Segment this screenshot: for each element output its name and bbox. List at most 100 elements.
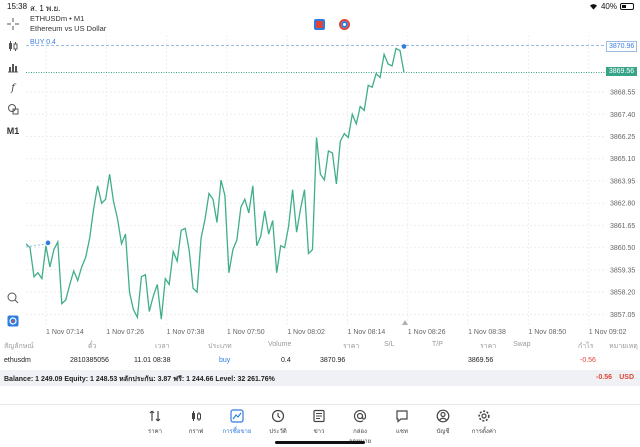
bottom-nav: ราคา กราฟ การซื้อขาย ประวัติ ข่าว กล่องจ… <box>0 404 640 447</box>
y-tick-label: 3865.10 <box>610 156 635 163</box>
one-click-trade-icon[interactable] <box>314 19 325 30</box>
bar-chart-icon[interactable] <box>5 59 21 75</box>
chat-icon <box>396 410 408 423</box>
nav-quotes[interactable]: ราคา <box>137 409 173 436</box>
account-summary-text: Balance: 1 249.09 Equity: 1 248.53 หลักป… <box>4 376 275 383</box>
buy-line-price-tag: 3870.96 <box>606 41 637 52</box>
nav-account-label: บัญชี <box>436 429 450 435</box>
price-chart[interactable]: 3868.55 3867.40 3866.25 3865.10 3863.95 3862.… <box>26 35 640 335</box>
nav-chart[interactable]: กราฟ <box>178 409 214 436</box>
position-type: buy <box>219 357 231 364</box>
time-cursor-marker <box>402 320 408 325</box>
news-icon <box>313 409 325 423</box>
position-symbol: ethusdm <box>4 357 31 364</box>
position-profit: -0.56 <box>580 357 596 364</box>
x-tick-label: 1 Nov 08:38 <box>468 329 506 335</box>
one-click-icon[interactable] <box>5 313 21 329</box>
col-swap: Swap <box>513 341 531 348</box>
status-bar: 15:38 ส. 1 พ.ย. 40% <box>0 0 640 13</box>
nav-news[interactable]: ข่าว <box>301 409 337 436</box>
trade-icon <box>230 409 244 423</box>
col-profit: กำไร <box>578 343 594 350</box>
chart-icon <box>192 411 201 421</box>
col-type: ประเภท <box>208 343 232 350</box>
shapes-icon[interactable] <box>5 101 21 117</box>
nav-news-label: ข่าว <box>313 429 325 435</box>
battery-percent: 40% <box>600 2 617 11</box>
y-tick-label: 3859.35 <box>610 267 635 274</box>
x-tick-label: 1 Nov 07:14 <box>46 329 84 335</box>
nav-quotes-label: ราคา <box>148 429 162 435</box>
home-indicator <box>275 441 365 444</box>
timeframe-button[interactable]: M1 <box>6 126 20 136</box>
entry-marker-left <box>45 240 51 246</box>
chart-quick-buttons <box>314 19 350 30</box>
nav-trade[interactable]: การซื้อขาย <box>219 409 255 436</box>
battery-icon <box>620 3 634 10</box>
position-current-price: 3869.56 <box>468 357 494 364</box>
nav-history[interactable]: ประวัติ <box>260 409 296 436</box>
col-ticket: ตั๋ว <box>88 343 97 350</box>
col-tp: T/P <box>432 341 443 348</box>
x-tick-label: 1 Nov 08:26 <box>408 329 446 335</box>
account-summary-bar: Balance: 1 249.09 Equity: 1 248.53 หลักป… <box>0 370 640 386</box>
position-volume: 0.4 <box>281 357 291 364</box>
x-tick-label: 1 Nov 09:02 <box>589 329 627 335</box>
candlestick-icon[interactable] <box>5 38 21 54</box>
symbol-label: ETHUSDm • M1 <box>30 14 85 23</box>
position-ticket: 2810385056 <box>70 357 109 364</box>
bid-price-tag: 3869.56 <box>606 67 637 76</box>
y-tick-label: 3861.65 <box>610 223 635 230</box>
nav-settings-label: การตั้งค่า <box>471 429 497 435</box>
nav-chat[interactable]: แชท <box>384 409 420 436</box>
col-open-price: ราคา <box>343 343 360 350</box>
positions-table-header: สัญลักษณ์ ตั๋ว เวลา ประเภท Volume ราคา S… <box>0 339 640 353</box>
nav-settings[interactable]: การตั้งค่า <box>466 409 502 436</box>
position-row[interactable]: ethusdm 2810385056 11.01 08:38 buy 0.4 3… <box>0 355 640 369</box>
entry-marker-buy <box>401 44 407 49</box>
col-symbol: สัญลักษณ์ <box>4 343 34 350</box>
y-tick-label: 3860.50 <box>610 245 635 252</box>
left-toolbar: f M1 <box>0 13 26 335</box>
quotes-icon <box>149 410 161 422</box>
nav-history-label: ประวัติ <box>269 429 287 435</box>
x-tick-label: 1 Nov 08:02 <box>287 329 325 335</box>
mailbox-icon <box>353 410 367 423</box>
crosshair-icon[interactable] <box>5 16 21 32</box>
profit-currency: USD <box>619 374 634 381</box>
depth-icon[interactable] <box>339 19 350 30</box>
chart-symbol-header: ETHUSDm • M1 Ethereum vs US Dollar <box>30 14 106 34</box>
position-time: 11.01 08:38 <box>134 357 171 364</box>
settings-icon <box>478 410 490 422</box>
total-profit: -0.56 <box>596 374 612 381</box>
col-time: เวลา <box>155 343 170 350</box>
col-comment: หมายเหตุ <box>609 343 638 350</box>
account-icon <box>436 409 450 423</box>
history-icon <box>271 409 285 423</box>
position-open-price: 3870.96 <box>320 357 346 364</box>
wifi-icon <box>589 4 597 10</box>
status-date: ส. 1 พ.ย. <box>30 4 61 13</box>
zoom-icon[interactable] <box>5 290 21 306</box>
y-tick-label: 3862.80 <box>610 201 635 208</box>
y-tick-label: 3863.95 <box>610 178 635 185</box>
y-tick-label: 3868.55 <box>610 90 635 97</box>
y-tick-label: 3866.25 <box>610 134 635 141</box>
y-tick-label: 3867.40 <box>610 112 635 119</box>
x-tick-label: 1 Nov 07:26 <box>106 329 144 335</box>
y-tick-label: 3858.20 <box>610 290 635 297</box>
x-tick-label: 1 Nov 07:38 <box>167 329 205 335</box>
status-right: 40% <box>589 2 634 11</box>
col-sl: S/L <box>384 341 395 348</box>
col-volume: Volume <box>268 341 292 348</box>
status-time: 15:38 <box>7 2 28 11</box>
symbol-description: Ethereum vs US Dollar <box>30 24 107 33</box>
x-tick-label: 1 Nov 08:50 <box>528 329 566 335</box>
buy-order-label: BUY 0.4 <box>30 39 56 46</box>
nav-account[interactable]: บัญชี <box>425 409 461 436</box>
nav-trade-label: การซื้อขาย <box>222 429 252 435</box>
y-tick-label: 3857.05 <box>610 312 635 319</box>
indicator-f-icon[interactable]: f <box>11 82 15 94</box>
x-tick-label: 1 Nov 08:14 <box>348 329 386 335</box>
nav-chart-label: กราฟ <box>188 429 204 435</box>
